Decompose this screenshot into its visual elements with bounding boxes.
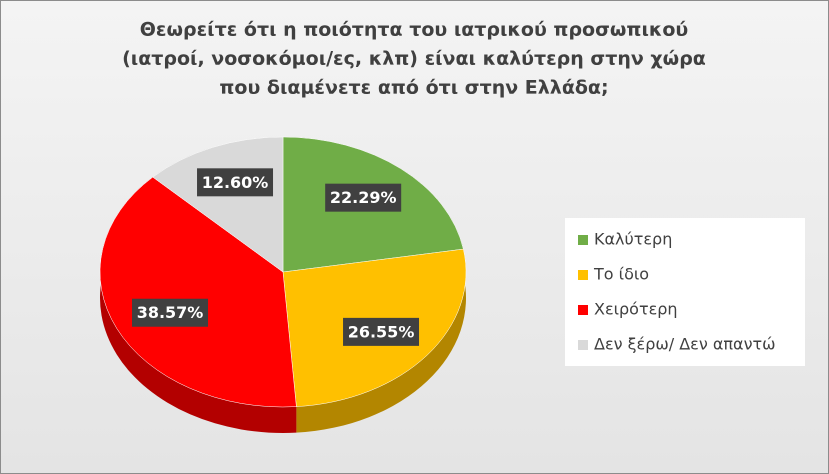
legend-swatch — [578, 305, 588, 315]
legend-label: Δεν ξέρω/ Δεν απαντώ — [594, 335, 776, 354]
data-label: 22.29% — [330, 188, 397, 207]
data-label: 26.55% — [348, 322, 415, 341]
chart-title: (ιατροί, νοσοκόμοι/ες, κλπ) είναι καλύτε… — [122, 48, 706, 70]
legend-label: Χειρότερη — [594, 300, 678, 319]
data-label-box — [325, 183, 402, 212]
legend-swatch — [578, 270, 588, 280]
legend-swatch — [578, 235, 588, 245]
data-label: 38.57% — [137, 303, 204, 322]
pie-side — [99, 177, 297, 433]
data-label-box — [132, 298, 209, 327]
legend-label: Καλύτερη — [594, 230, 672, 249]
pie-side — [296, 249, 467, 433]
data-label: 12.60% — [202, 173, 269, 192]
data-label-box — [197, 168, 274, 197]
chart-title: Θεωρείτε ότι η ποιότητα του ιατρικού προ… — [140, 19, 688, 41]
legend-label: Το ίδιο — [593, 265, 649, 284]
legend-box — [565, 218, 805, 366]
data-label-box — [343, 317, 420, 346]
chart-title: που διαμένετε από ότι στην Ελλάδα; — [219, 77, 608, 99]
legend-swatch — [578, 340, 588, 350]
pie-slice — [99, 176, 297, 408]
